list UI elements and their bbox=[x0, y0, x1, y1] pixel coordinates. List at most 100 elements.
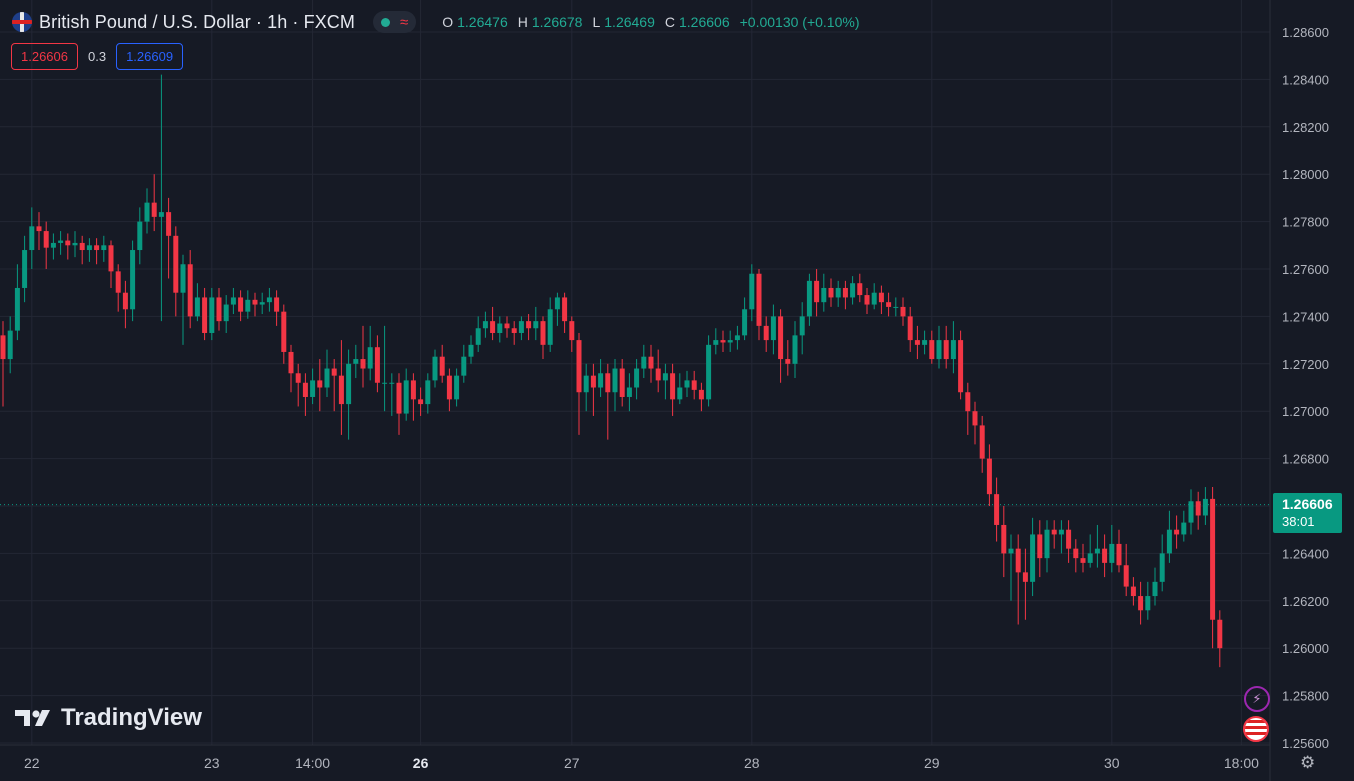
candle bbox=[770, 304, 776, 355]
candle-body bbox=[806, 280, 812, 317]
candle-body bbox=[425, 380, 431, 405]
candle-body bbox=[691, 380, 697, 390]
spread-value: 0.3 bbox=[88, 49, 107, 64]
candle bbox=[454, 368, 460, 407]
candle-body bbox=[634, 368, 640, 388]
candle bbox=[50, 233, 56, 260]
candle-body bbox=[1145, 596, 1151, 611]
candle bbox=[727, 330, 733, 352]
us-flag-icon[interactable] bbox=[1243, 716, 1269, 742]
candle bbox=[670, 363, 676, 416]
candle bbox=[43, 221, 49, 269]
y-tick-label: 1.27200 bbox=[1282, 357, 1329, 372]
x-tick-label: 14:00 bbox=[295, 755, 330, 771]
candle bbox=[346, 349, 352, 440]
candle bbox=[1022, 548, 1028, 620]
market-status-pill[interactable]: ≈ bbox=[373, 11, 417, 33]
candle-body bbox=[446, 375, 452, 400]
candle-body bbox=[202, 297, 208, 333]
candle-body bbox=[1202, 498, 1208, 516]
candle bbox=[86, 238, 92, 262]
candle bbox=[1116, 529, 1122, 573]
candle-body bbox=[850, 283, 856, 298]
candle-body bbox=[569, 321, 575, 341]
candle-body bbox=[662, 373, 668, 381]
candle-body bbox=[576, 340, 582, 393]
candle bbox=[216, 287, 222, 331]
candle bbox=[958, 330, 964, 400]
symbol-title[interactable]: British Pound / U.S. Dollar · 1h · FXCM bbox=[39, 11, 355, 32]
candle bbox=[1073, 539, 1079, 573]
candle-body bbox=[785, 359, 791, 364]
candle bbox=[166, 197, 172, 279]
lightning-icon[interactable]: ⚡ bbox=[1244, 686, 1270, 712]
buy-button[interactable]: 1.26609 bbox=[116, 43, 184, 70]
candle bbox=[778, 309, 784, 383]
candle bbox=[14, 264, 20, 341]
candle-body bbox=[670, 373, 676, 400]
chart-legend: British Pound / U.S. Dollar · 1h · FXCM … bbox=[12, 8, 865, 36]
candle-body bbox=[605, 373, 611, 393]
candle bbox=[965, 382, 971, 435]
candle bbox=[158, 74, 164, 322]
price-change: +0.00130 (+0.10%) bbox=[739, 14, 860, 30]
candle bbox=[533, 306, 539, 341]
candle bbox=[576, 332, 582, 435]
tradingview-logo[interactable]: TradingView bbox=[15, 704, 202, 732]
candle bbox=[1102, 534, 1108, 578]
candle-body bbox=[526, 321, 532, 329]
ohlc-close-value: 1.26606 bbox=[679, 14, 730, 30]
candle-body bbox=[878, 292, 884, 303]
candle-body bbox=[986, 458, 992, 495]
y-tick-label: 1.28400 bbox=[1282, 72, 1329, 87]
candle bbox=[331, 359, 337, 412]
sell-button[interactable]: 1.26606 bbox=[11, 43, 78, 70]
candle-body bbox=[86, 245, 92, 251]
candle bbox=[94, 238, 100, 265]
candle bbox=[1123, 543, 1129, 597]
y-tick-label: 1.26200 bbox=[1282, 594, 1329, 609]
candle-body bbox=[540, 321, 546, 345]
candle bbox=[281, 304, 287, 364]
candle bbox=[936, 325, 942, 369]
candle-body bbox=[475, 328, 481, 345]
y-tick-label: 1.28000 bbox=[1282, 167, 1329, 182]
time-axis[interactable]: 22 23 14:00 26 27 28 29 30 18:00 bbox=[0, 744, 1270, 771]
candle bbox=[194, 283, 200, 322]
candle-body bbox=[115, 271, 121, 293]
candle bbox=[1044, 520, 1050, 573]
market-open-dot-icon bbox=[381, 17, 390, 27]
candle-body bbox=[648, 356, 654, 369]
y-tick-label: 1.25600 bbox=[1282, 736, 1329, 751]
candle bbox=[691, 370, 697, 400]
candle-body bbox=[216, 297, 222, 322]
candle-body bbox=[194, 297, 200, 317]
candle bbox=[187, 250, 193, 329]
settings-gear-icon[interactable]: ⚙ bbox=[1300, 753, 1316, 772]
candle bbox=[720, 330, 726, 352]
candlestick-series bbox=[0, 74, 1223, 668]
candle bbox=[475, 316, 481, 352]
candle bbox=[511, 321, 517, 345]
candle bbox=[1001, 506, 1007, 578]
ohlc-close-key: C bbox=[664, 14, 675, 30]
candle-body bbox=[763, 325, 769, 341]
candle bbox=[914, 325, 920, 360]
candle bbox=[547, 297, 553, 352]
candle bbox=[1087, 534, 1093, 568]
candle-body bbox=[122, 292, 128, 310]
candle-body bbox=[792, 335, 798, 364]
candle-body bbox=[684, 380, 690, 388]
candle-body bbox=[482, 321, 488, 329]
candle-body bbox=[144, 202, 150, 222]
candle-body bbox=[922, 340, 928, 345]
candle bbox=[886, 292, 892, 317]
candle bbox=[403, 368, 409, 421]
candle-body bbox=[706, 344, 712, 400]
candle-body bbox=[252, 299, 258, 305]
ohlc-low-value: 1.26469 bbox=[604, 14, 655, 30]
candle bbox=[742, 297, 748, 341]
candle bbox=[36, 212, 42, 251]
